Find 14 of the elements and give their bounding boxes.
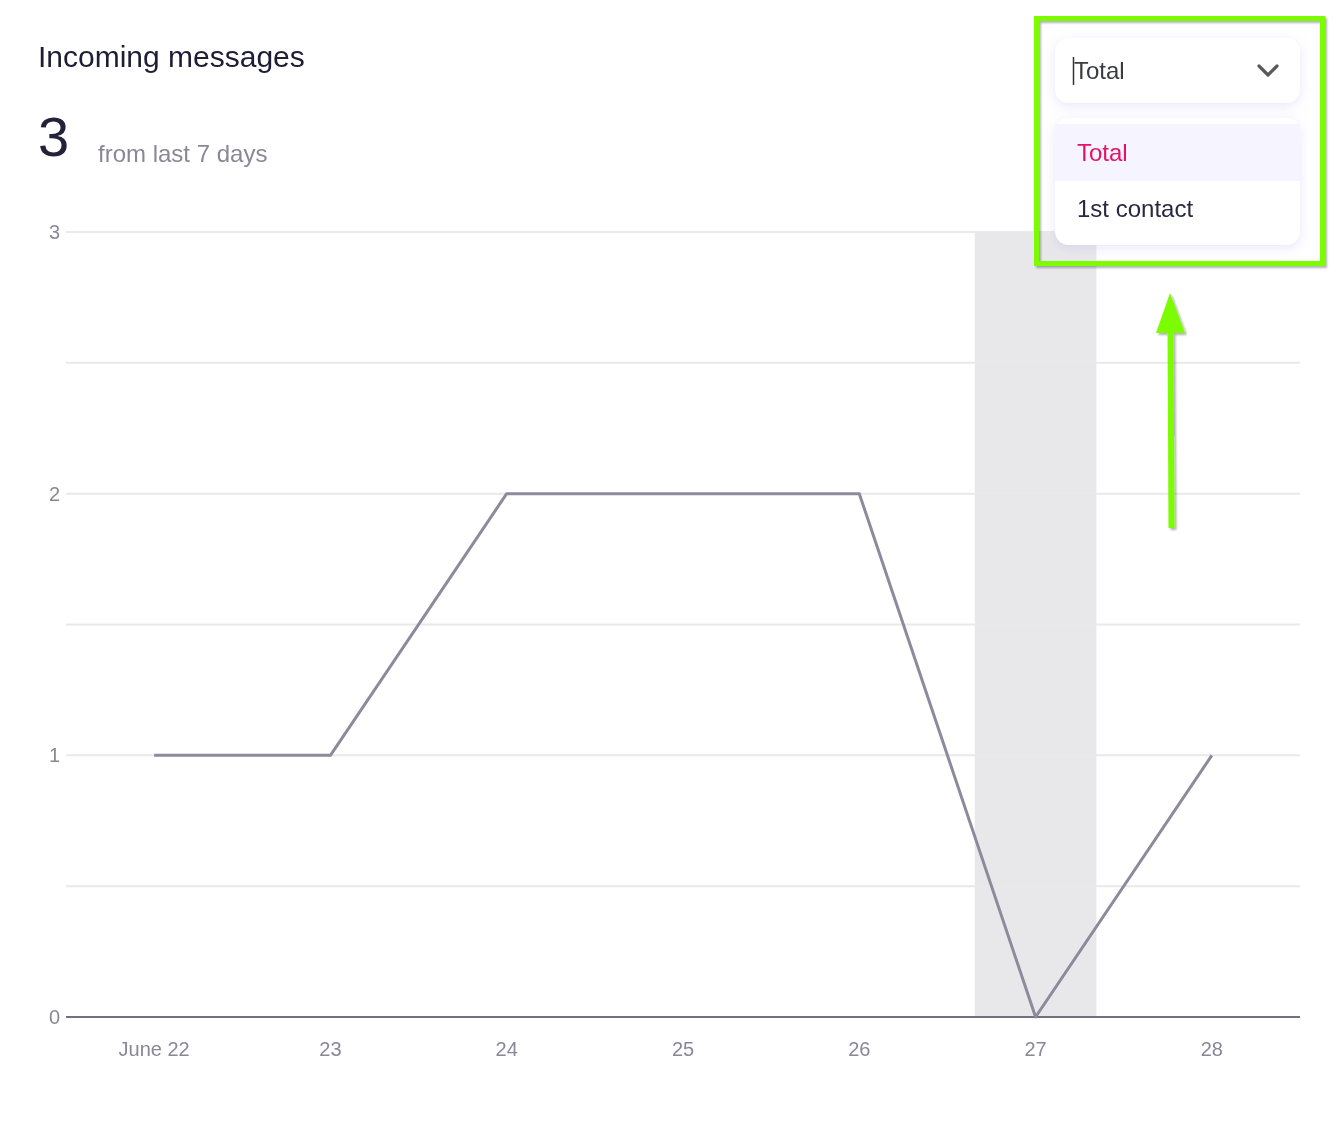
- y-tick-label: 2: [48, 482, 60, 505]
- x-tick-label: June 22: [118, 1038, 190, 1060]
- x-tick-label: 25: [671, 1038, 695, 1060]
- x-tick-label: 26: [848, 1038, 871, 1060]
- x-tick-label: 23: [319, 1038, 342, 1060]
- y-tick-label: 3: [48, 221, 60, 243]
- x-tick-label: 27: [1024, 1038, 1047, 1060]
- y-tick-label: 1: [48, 744, 60, 767]
- text: from last 7 days: [98, 140, 268, 167]
- y-tick-label: 0: [48, 1006, 60, 1028]
- x-tick-label: 28: [1200, 1038, 1223, 1060]
- x-tick-label: 24: [495, 1038, 518, 1060]
- text: Total: [1074, 57, 1125, 84]
- chart-title: Incoming messages: [38, 40, 305, 73]
